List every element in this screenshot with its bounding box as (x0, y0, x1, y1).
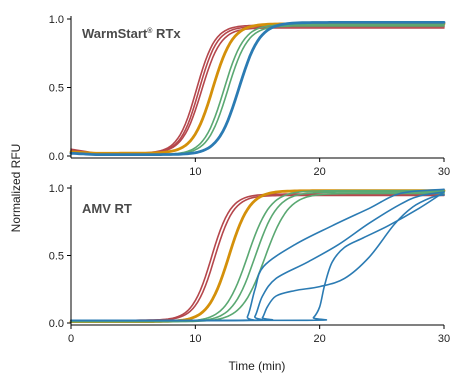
panel-title-sup: ® (147, 27, 153, 35)
panel-title-main: AMV RT (82, 201, 132, 216)
y-tick-label: 0.5 (49, 83, 64, 95)
series-line-red (70, 27, 445, 155)
y-tick-label: 1.0 (49, 183, 64, 195)
panel-axes: 0.0 0.5 1.0 0 10 20 30 (49, 183, 450, 345)
x-tick-label: 30 (438, 333, 450, 345)
panel-curves (69, 20, 446, 157)
y-tick-label: 1.0 (49, 14, 64, 26)
series-line-blue (69, 20, 446, 157)
x-tick-label: 30 (438, 166, 450, 178)
panel-curves (69, 188, 446, 324)
series-line-red (70, 25, 445, 155)
panel-title: AMV RT (82, 201, 132, 216)
panel-title-suffix: RTx (152, 26, 181, 41)
panel-title-main: WarmStart (82, 26, 148, 41)
panel-warmstart: 0.0 0.5 1.0 10 20 30 WarmStart® RTx (49, 14, 450, 178)
x-tick-label: 20 (314, 333, 326, 345)
series-line-blue (70, 191, 445, 322)
y-tick-label: 0.5 (49, 251, 64, 263)
series-line-green (70, 23, 445, 156)
panel-axes: 0.0 0.5 1.0 10 20 30 (49, 14, 450, 178)
y-axis-label: Normalized RFU (9, 144, 23, 233)
x-axis-label: Time (min) (229, 359, 286, 373)
series-line-red (70, 24, 445, 155)
x-tick-label: 20 (314, 166, 326, 178)
x-tick-label: 10 (189, 333, 201, 345)
y-tick-label: 0.0 (49, 318, 64, 330)
panel-title: WarmStart® RTx (82, 26, 181, 41)
series-line-green (70, 25, 445, 156)
panel-amv-rt: 0.0 0.5 1.0 0 10 20 30 AMV RT (49, 183, 450, 345)
y-tick-label: 0.0 (49, 151, 64, 163)
x-tick-label: 10 (189, 166, 201, 178)
x-tick-label: 0 (68, 333, 74, 345)
